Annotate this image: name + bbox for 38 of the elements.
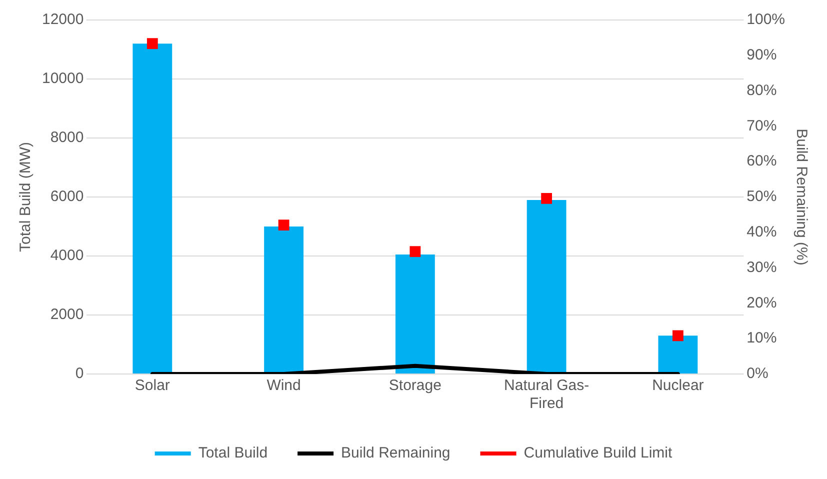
- y2-tick-label: 0%: [746, 365, 768, 382]
- y2-tick-label: 20%: [746, 294, 777, 312]
- x-tick-label: Solar: [134, 377, 170, 394]
- y-tick-label: 6000: [50, 188, 84, 206]
- y2-tick-label: 60%: [746, 152, 777, 170]
- y2-tick-label: 100%: [746, 11, 786, 28]
- y2-tick-label: 10%: [746, 330, 777, 347]
- y2-tick-label: 70%: [746, 117, 777, 134]
- legend-label: Total Build: [198, 444, 268, 462]
- bar: [395, 254, 435, 374]
- point: [146, 38, 158, 50]
- point: [672, 330, 684, 342]
- y-tick-label: 4000: [50, 247, 84, 264]
- x-tick-label: Storage: [388, 377, 442, 394]
- x-tick-label: Natural Gas-Fired: [504, 377, 590, 412]
- y2-axis-title: Build Remaining (%): [792, 128, 810, 266]
- bar: [526, 200, 566, 374]
- point: [278, 220, 290, 230]
- y-tick-label: 8000: [50, 129, 84, 146]
- y-axis-title: Total Build (MW): [17, 142, 34, 252]
- y-tick-label: 2000: [50, 306, 84, 324]
- point: [410, 246, 421, 258]
- legend-label: Build Remaining: [341, 444, 450, 462]
- y2-tick-label: 80%: [746, 82, 777, 99]
- y-tick-label: 12000: [42, 11, 84, 28]
- legend-label: Cumulative Build Limit: [524, 444, 673, 462]
- y2-tick-label: 30%: [746, 258, 777, 276]
- x-tick-label: Wind: [266, 377, 301, 394]
- y-tick-label: 10000: [42, 70, 84, 88]
- bar: [658, 336, 698, 374]
- bar: [132, 44, 172, 374]
- y2-tick-label: 90%: [746, 46, 777, 64]
- y2-tick-label: 40%: [746, 224, 777, 241]
- bar: [264, 226, 304, 374]
- x-tick-label: Nuclear: [652, 377, 704, 394]
- y-tick-label: 0: [75, 365, 84, 382]
- y2-tick-label: 50%: [746, 188, 777, 206]
- point: [541, 193, 552, 204]
